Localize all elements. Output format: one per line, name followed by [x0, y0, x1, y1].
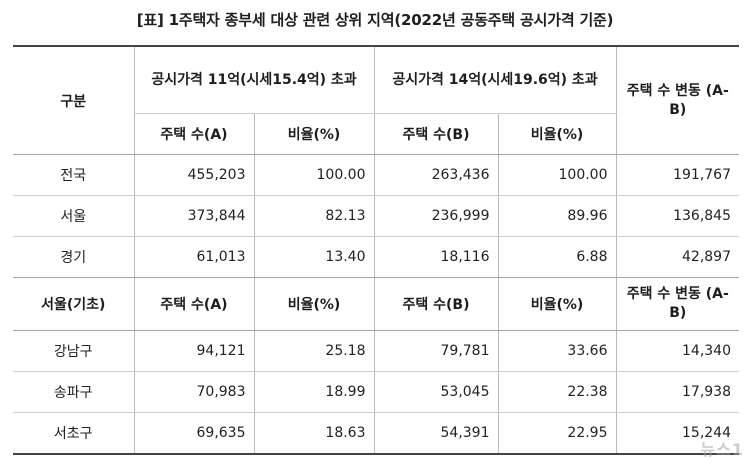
seoul-header-row: 서울(기초) 주택 수(A) 비율(%) 주택 수(B) 비율(%) 주택 수 …	[13, 277, 739, 331]
ratio-a-cell: 100.00	[253, 154, 375, 196]
table-title: [표] 1주택자 종부세 대상 관련 상위 지역(2022년 공동주택 공시가격…	[136, 11, 614, 29]
count-a-cell: 94,121	[133, 330, 255, 372]
table-row: 경기 61,013 13.40 18,116 6.88 42,897	[13, 236, 739, 278]
seoul-header-change: 주택 수 변동 (A-B)	[615, 277, 739, 331]
header-change: 주택 수 변동 (A-B)	[615, 45, 739, 155]
header-count-a: 주택 수(A)	[134, 113, 255, 155]
seoul-header-ratio-b: 비율(%)	[497, 277, 617, 331]
change-cell: 14,340	[615, 330, 739, 372]
region-cell: 강남구	[13, 330, 135, 372]
ratio-b-cell: 22.95	[497, 412, 617, 455]
header-group-a: 공시가격 11억(시세15.4억) 초과	[133, 45, 375, 114]
region-cell: 송파구	[13, 371, 135, 413]
count-a-cell: 69,635	[133, 412, 255, 455]
seoul-header-count-a: 주택 수(A)	[133, 277, 255, 331]
count-a-cell: 70,983	[133, 371, 255, 413]
change-cell: 136,845	[615, 195, 739, 237]
table-row: 송파구 70,983 18.99 53,045 22.38 17,938	[13, 371, 739, 413]
table-row: 전국 455,203 100.00 263,436 100.00 191,767	[13, 154, 739, 196]
header-ratio-b: 비율(%)	[497, 113, 616, 155]
stats-table: 구분 공시가격 11억(시세15.4억) 초과 공시가격 14억(시세19.6억…	[13, 45, 739, 455]
seoul-header-count-b: 주택 수(B)	[373, 277, 499, 331]
count-b-cell: 79,781	[373, 330, 499, 372]
table-row: 강남구 94,121 25.18 79,781 33.66 14,340	[13, 330, 739, 372]
seoul-header-ratio-a: 비율(%)	[253, 277, 375, 331]
table-row: 서초구 69,635 18.63 54,391 22.95 15,244	[13, 412, 739, 455]
ratio-b-cell: 33.66	[497, 330, 617, 372]
ratio-b-cell: 89.96	[497, 195, 617, 237]
region-cell: 서울	[13, 195, 135, 237]
ratio-a-cell: 18.99	[253, 371, 375, 413]
count-b-cell: 236,999	[373, 195, 499, 237]
header-row-columns: 주택 수(A) 비율(%) 주택 수(B) 비율(%)	[13, 113, 739, 155]
header-region: 구분	[13, 45, 135, 155]
ratio-b-cell: 22.38	[497, 371, 617, 413]
header-count-b: 주택 수(B)	[373, 113, 499, 155]
header-ratio-a: 비율(%)	[253, 113, 375, 155]
seoul-header-region: 서울(기초)	[13, 277, 135, 331]
count-b-cell: 54,391	[373, 412, 499, 455]
header-row-groups: 구분 공시가격 11억(시세15.4억) 초과 공시가격 14억(시세19.6억…	[13, 45, 739, 155]
count-a-cell: 61,013	[133, 236, 255, 278]
change-cell: 15,244	[615, 412, 739, 455]
ratio-b-cell: 6.88	[497, 236, 617, 278]
change-cell: 17,938	[615, 371, 739, 413]
region-cell: 서초구	[13, 412, 135, 455]
ratio-a-cell: 18.63	[253, 412, 375, 455]
ratio-a-cell: 82.13	[253, 195, 375, 237]
count-b-cell: 263,436	[373, 154, 499, 196]
ratio-a-cell: 25.18	[253, 330, 375, 372]
region-cell: 전국	[13, 154, 135, 196]
count-a-cell: 373,844	[133, 195, 255, 237]
change-cell: 42,897	[615, 236, 739, 278]
count-b-cell: 53,045	[373, 371, 499, 413]
news-watermark: 뉴스1	[700, 440, 744, 459]
count-b-cell: 18,116	[373, 236, 499, 278]
region-cell: 경기	[13, 236, 135, 278]
ratio-b-cell: 100.00	[497, 154, 617, 196]
count-a-cell: 455,203	[133, 154, 255, 196]
ratio-a-cell: 13.40	[253, 236, 375, 278]
change-cell: 191,767	[615, 154, 739, 196]
header-group-b: 공시가격 14억(시세19.6억) 초과	[373, 45, 617, 114]
table-row: 서울 373,844 82.13 236,999 89.96 136,845	[13, 195, 739, 237]
